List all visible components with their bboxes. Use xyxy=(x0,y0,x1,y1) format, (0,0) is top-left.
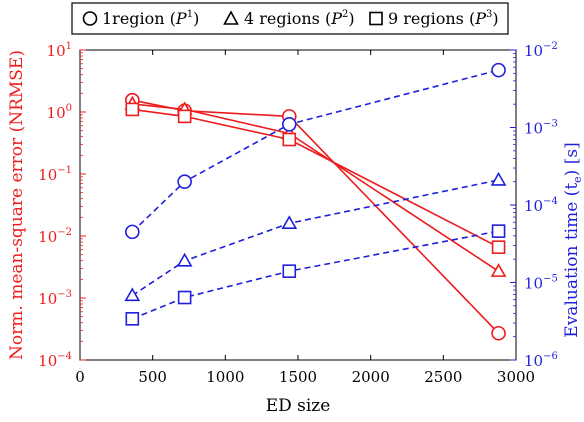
y-right-axis-title: Evaluation time (te) [s] xyxy=(562,142,584,337)
y-right-axis-title-symbol: (t xyxy=(562,183,582,197)
y-right-tick-exponent: −4 xyxy=(543,196,558,207)
y-left-tick-base: 10 xyxy=(47,104,66,122)
data-point-square xyxy=(125,102,140,117)
y-left-tick-label: 101 xyxy=(47,41,72,60)
y-right-axis-title-subscript: e xyxy=(571,176,584,183)
time-series-line-square xyxy=(131,230,499,320)
legend-sup-9regions: 3 xyxy=(486,9,492,20)
legend-box xyxy=(71,2,509,35)
legend-close-9regions: ) xyxy=(492,9,498,28)
data-point-square xyxy=(125,312,140,326)
y-right-tick-base: 10 xyxy=(524,275,543,293)
nrmse-series-line-square xyxy=(132,108,499,248)
legend-label-9regions: 9 regions ( xyxy=(388,9,475,28)
time-series-line-triangle xyxy=(131,179,499,297)
y-left-tick-exponent: −4 xyxy=(57,351,72,362)
y-left-tick-exponent: −1 xyxy=(57,165,72,176)
data-point-circle xyxy=(491,325,506,341)
x-tick-label: 1000 xyxy=(206,368,244,386)
y-left-tick-base: 10 xyxy=(38,352,57,370)
y-right-tick-label: 10−2 xyxy=(524,41,558,60)
data-point-circle xyxy=(491,62,506,78)
data-point-square xyxy=(177,290,192,305)
y-left-tick-label: 10−4 xyxy=(38,351,72,370)
legend-circle-marker-icon xyxy=(82,11,98,26)
y-left-tick-base: 10 xyxy=(38,228,57,246)
legend-triangle-marker-icon xyxy=(223,10,239,25)
nrmse-series-line-circle xyxy=(132,99,500,334)
y-left-tick-label: 10−1 xyxy=(38,165,72,184)
y-right-tick-base: 10 xyxy=(524,120,543,138)
y-left-tick-base: 10 xyxy=(47,42,66,60)
series-group xyxy=(124,62,507,341)
svg-text:4 regions (P2): 4 regions (P2) xyxy=(244,9,355,28)
x-axis-title: ED size xyxy=(266,396,331,416)
y-right-tick-exponent: −6 xyxy=(543,351,558,362)
x-tick-label: 2500 xyxy=(424,368,462,386)
x-axis: 0 500 1000 1500 2000 2500 3000 xyxy=(75,50,535,386)
legend-script-4regions: P xyxy=(330,9,342,28)
y-right-tick-base: 10 xyxy=(524,352,543,370)
y-right-tick-label: 10−5 xyxy=(524,274,558,293)
data-point-square xyxy=(177,109,192,124)
legend-close-4regions: ) xyxy=(348,9,354,28)
y-left-tick-label: 100 xyxy=(47,103,72,122)
y-right-tick-label: 10−6 xyxy=(524,351,558,370)
svg-text:1region (P1): 1region (P1) xyxy=(102,9,199,28)
data-point-square xyxy=(491,224,506,238)
y-right-axis-title-unit: ) [s] xyxy=(562,142,582,176)
svg-text:9 regions (P3): 9 regions (P3) xyxy=(388,9,499,28)
legend-sup-1region: 1 xyxy=(187,9,193,20)
data-point-square xyxy=(282,264,297,278)
data-point-square xyxy=(491,240,506,254)
y-right-tick-exponent: −2 xyxy=(543,41,558,52)
legend-sup-4regions: 2 xyxy=(342,9,348,20)
legend-square-marker-icon xyxy=(369,11,383,26)
y-left-tick-base: 10 xyxy=(38,166,57,184)
x-tick-label: 0 xyxy=(75,368,85,386)
data-point-triangle xyxy=(490,171,507,186)
y-left-tick-exponent: 0 xyxy=(66,103,72,114)
legend-script-9regions: P xyxy=(474,9,486,28)
y-left-tick-exponent: 1 xyxy=(66,41,72,52)
y-right-tick-exponent: −5 xyxy=(543,274,558,285)
time-series-line-circle xyxy=(131,69,499,233)
x-tick-label: 2000 xyxy=(352,368,390,386)
y-left-tick-exponent: −2 xyxy=(57,227,72,238)
y-left-tick-label: 10−2 xyxy=(38,227,72,246)
legend-close-1region: ) xyxy=(193,9,199,28)
data-point-triangle xyxy=(124,287,141,302)
y-right-tick-exponent: −3 xyxy=(543,119,558,130)
y-right-tick-label: 10−4 xyxy=(524,196,558,215)
data-point-circle xyxy=(177,174,192,189)
data-point-triangle xyxy=(490,263,507,277)
data-point-square xyxy=(282,132,297,147)
y-right-tick-label: 10−3 xyxy=(524,119,558,138)
data-point-triangle xyxy=(281,215,298,230)
legend-entry-1region: 1region (P1) xyxy=(82,9,199,28)
data-point-triangle xyxy=(176,252,193,267)
legend-label-4regions: 4 regions ( xyxy=(244,9,331,28)
x-tick-label: 3000 xyxy=(497,368,535,386)
legend-label-1region: 1region ( xyxy=(102,9,176,28)
y-left-tick-base: 10 xyxy=(38,290,57,308)
y-right-axis: 10−210−310−410−510−6 xyxy=(510,41,558,370)
y-left-axis-title: Norm. mean-square error (NRMSE) xyxy=(7,50,27,360)
legend: 1region (P1) 4 regions (P2) 9 regions (P… xyxy=(71,2,509,35)
x-tick-label: 500 xyxy=(138,368,167,386)
y-right-tick-base: 10 xyxy=(524,42,543,60)
y-right-axis-title-text: Evaluation time xyxy=(562,202,582,338)
y-left-tick-label: 10−3 xyxy=(38,289,72,308)
y-left-tick-exponent: −3 xyxy=(57,289,72,300)
legend-entry-4regions: 4 regions (P2) xyxy=(223,9,355,28)
x-tick-label: 1500 xyxy=(279,368,317,386)
legend-entry-9regions: 9 regions (P3) xyxy=(369,9,499,28)
legend-script-1region: P xyxy=(175,9,187,28)
y-right-tick-base: 10 xyxy=(524,197,543,215)
data-point-circle xyxy=(281,116,297,132)
data-point-circle xyxy=(125,224,140,240)
